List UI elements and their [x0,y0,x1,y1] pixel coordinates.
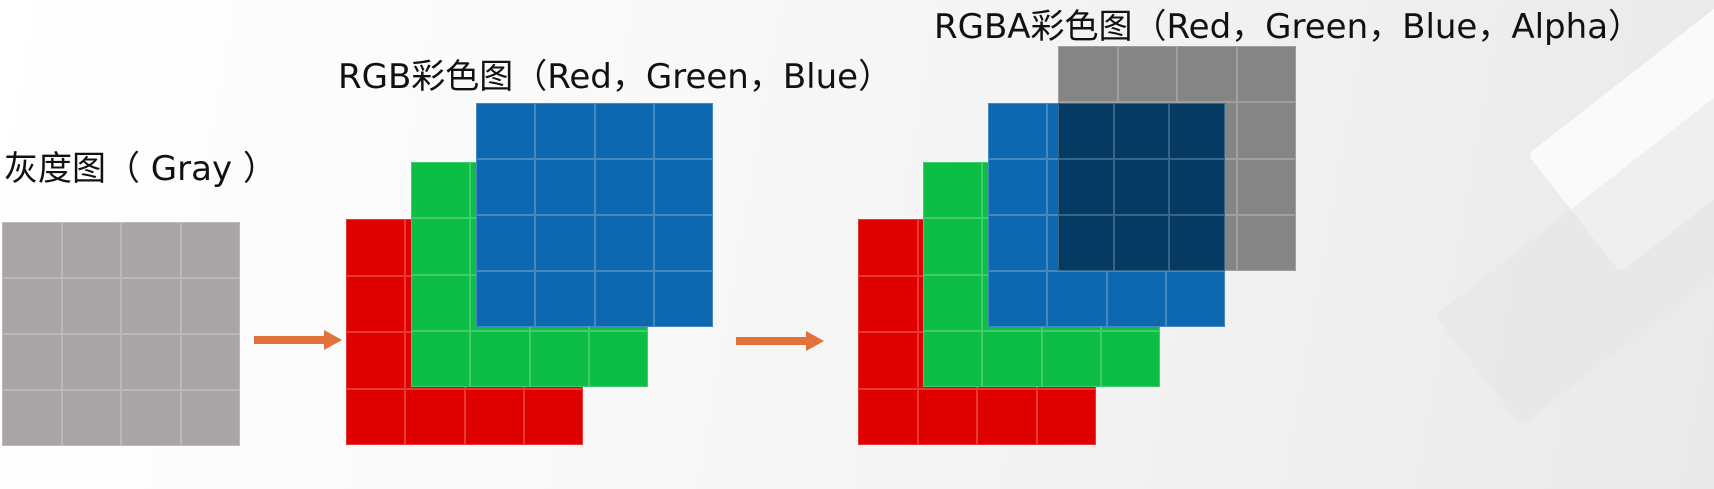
pixel-cell [594,103,654,159]
pixel-cell [917,388,977,445]
pixel-cell [1041,330,1101,387]
pixel-cell [2,334,62,390]
pixel-cell [180,390,240,446]
pixel-cell [988,159,1048,215]
pixel-cell [653,103,713,159]
pixel-cell [523,388,583,445]
pixel-cell [470,330,530,387]
pixel-cell [2,222,62,278]
pixel-cell [1106,271,1166,327]
pixel-cell [535,271,595,327]
pixel-cell [180,334,240,390]
pixel-cell [923,330,983,387]
pixel-cell [1058,103,1114,159]
pixel-cell [346,332,406,389]
pixel-cell [180,222,240,278]
pixel-cell [858,388,918,445]
pixel-cell [1113,159,1170,215]
pixel-cell [858,275,918,332]
pixel-cell [535,103,595,159]
pixel-cell [529,330,589,387]
pixel-cell [1236,214,1296,271]
pixel-cell [346,388,406,445]
pixel-cell [923,218,983,275]
pixel-cell [1058,159,1114,215]
gray-label: 灰度图（ Gray ） [4,149,277,189]
arrow-to-rgb [254,330,342,350]
pixel-cell [858,219,918,276]
pixel-cell [121,334,181,390]
rgba-label: RGBA彩色图（Red，Green，Blue，Alpha） [934,7,1643,47]
pixel-cell [2,278,62,334]
pixel-cell [411,162,471,219]
pixel-cell [988,103,1048,159]
pixel-cell [411,330,471,387]
pixel-cell [858,332,918,389]
pixel-cell [1236,158,1296,215]
pixel-cell [464,388,524,445]
pixel-cell [61,334,121,390]
pixel-cell [923,274,983,331]
pixel-cell [1236,102,1296,159]
pixel-cell [594,159,654,215]
pixel-cell [988,271,1048,327]
rgba-alpha-overlap [1058,103,1225,271]
pixel-cell [1058,46,1118,103]
pixel-cell [535,215,595,271]
pixel-cell [61,390,121,446]
pixel-cell [476,215,536,271]
arrow-to-rgba [736,331,824,351]
pixel-cell [346,275,406,332]
pixel-cell [594,271,654,327]
pixel-cell [476,159,536,215]
pixel-cell [1169,215,1225,271]
pixel-cell [1117,46,1177,103]
pixel-cell [405,388,465,445]
pixel-cell [476,271,536,327]
pixel-cell [653,159,713,215]
pixel-cell [346,219,406,276]
pixel-cell [411,218,471,275]
pixel-cell [977,388,1037,445]
pixel-cell [121,390,181,446]
pixel-cell [180,278,240,334]
rgb-label: RGB彩色图（Red，Green，Blue） [338,57,893,97]
pixel-cell [121,278,181,334]
pixel-cell [1169,159,1225,215]
pixel-cell [61,278,121,334]
gray-grid [2,222,240,446]
pixel-cell [1169,103,1225,159]
pixel-cell [1047,271,1107,327]
pixel-cell [535,159,595,215]
pixel-cell [588,330,648,387]
pixel-cell [476,103,536,159]
pixel-cell [121,222,181,278]
pixel-cell [988,215,1048,271]
pixel-cell [923,162,983,219]
pixel-cell [1100,330,1160,387]
pixel-cell [653,215,713,271]
pixel-cell [61,222,121,278]
pixel-cell [1058,215,1114,271]
rgb-blue-layer [476,103,713,327]
pixel-cell [594,215,654,271]
pixel-cell [1165,271,1225,327]
pixel-cell [1036,388,1096,445]
pixel-cell [2,390,62,446]
pixel-cell [653,271,713,327]
pixel-cell [1236,46,1296,103]
pixel-cell [1113,215,1170,271]
pixel-cell [1113,103,1170,159]
pixel-cell [411,274,471,331]
pixel-cell [982,330,1042,387]
pixel-cell [1177,46,1237,103]
